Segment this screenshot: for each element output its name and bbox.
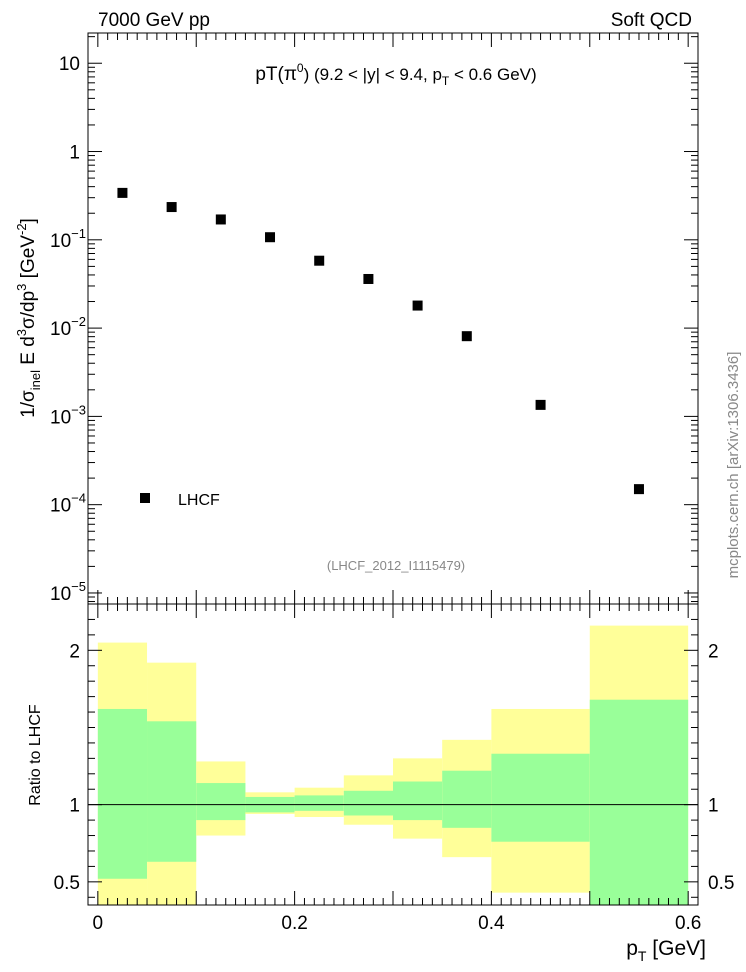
main-frame <box>87 32 699 605</box>
plot-title: pT(π0) (9.2 < |y| < 9.4, pT < 0.6 GeV) <box>255 61 536 88</box>
x-tick-label: 0.4 <box>478 913 505 934</box>
data-point <box>535 399 546 410</box>
data-point <box>314 255 325 266</box>
legend-marker <box>140 493 150 503</box>
data-point <box>633 484 644 495</box>
x-axis-label: pT [GeV] <box>626 937 706 964</box>
ratio-x-ticks: 0 0.2 0.4 0.6 <box>93 604 701 934</box>
main-x-ticks <box>97 33 689 604</box>
stat-uncertainty-band <box>294 795 344 811</box>
header-right: Soft QCD <box>611 10 692 31</box>
stat-uncertainty-band <box>393 781 443 821</box>
y-tick-label: 10−3 <box>50 402 86 428</box>
ratio-y-tick-label-left: 2 <box>69 641 80 662</box>
ratio-y-tick-label-left: 0.5 <box>54 873 80 894</box>
y-tick-label: 1 <box>69 143 80 164</box>
legend-label: LHCF <box>178 492 220 509</box>
stat-uncertainty-band <box>343 790 393 816</box>
data-points <box>117 187 644 495</box>
main-y-ticks: 10 1 10−1 10−2 10−3 10−4 10−5 <box>50 36 698 605</box>
legend: LHCF <box>140 492 220 509</box>
stat-uncertainty-band <box>147 721 197 862</box>
stat-uncertainty-band <box>589 699 689 905</box>
x-tick-label: 0 <box>93 913 104 934</box>
header-left: 7000 GeV pp <box>98 10 210 31</box>
analysis-label: (LHCF_2012_I1115479) <box>327 558 465 573</box>
data-point <box>412 300 423 311</box>
main-panel: 10 1 10−1 10−2 10−3 10−4 10−5 pT(π0) (9.2 < |y… <box>14 32 699 605</box>
ratio-y-tick-label-right: 0.5 <box>708 873 734 894</box>
data-point <box>461 331 472 342</box>
stat-uncertainty-band <box>491 753 590 842</box>
y-axis-label: 1/σinel E d3σ/dp3 [GeV-2] <box>14 218 43 418</box>
stat-uncertainty-band <box>442 770 492 828</box>
data-point <box>363 273 374 284</box>
data-point <box>166 202 177 213</box>
y-tick-label: 10 <box>59 54 80 75</box>
ratio-y-ticks: 2 2 1 1 0.5 0.5 <box>54 618 734 898</box>
ratio-y-tick-label-right: 2 <box>708 641 719 662</box>
y-tick-label: 10−2 <box>50 314 86 340</box>
y-tick-label: 10−1 <box>50 226 86 252</box>
stat-uncertainty-band <box>97 708 148 879</box>
stat-uncertainty-band <box>196 783 246 821</box>
data-point <box>215 214 226 225</box>
data-point <box>117 187 128 198</box>
ratio-y-tick-label-left: 1 <box>69 796 80 817</box>
side-label: mcplots.cern.ch [arXiv:1306.3436] <box>725 352 742 579</box>
data-point <box>265 232 276 243</box>
y-tick-label: 10−5 <box>50 579 86 605</box>
ratio-bands <box>97 625 689 905</box>
ratio-y-tick-label-right: 1 <box>708 796 719 817</box>
ratio-panel: 2 2 1 1 0.5 0.5 0 0.2 0.4 0.6 Ratio to LHCF pT [… <box>27 603 734 964</box>
x-tick-label: 0.2 <box>281 913 307 934</box>
x-tick-label: 0.6 <box>675 913 701 934</box>
y-tick-label: 10−4 <box>50 491 86 517</box>
ratio-y-axis-label: Ratio to LHCF <box>27 704 44 806</box>
